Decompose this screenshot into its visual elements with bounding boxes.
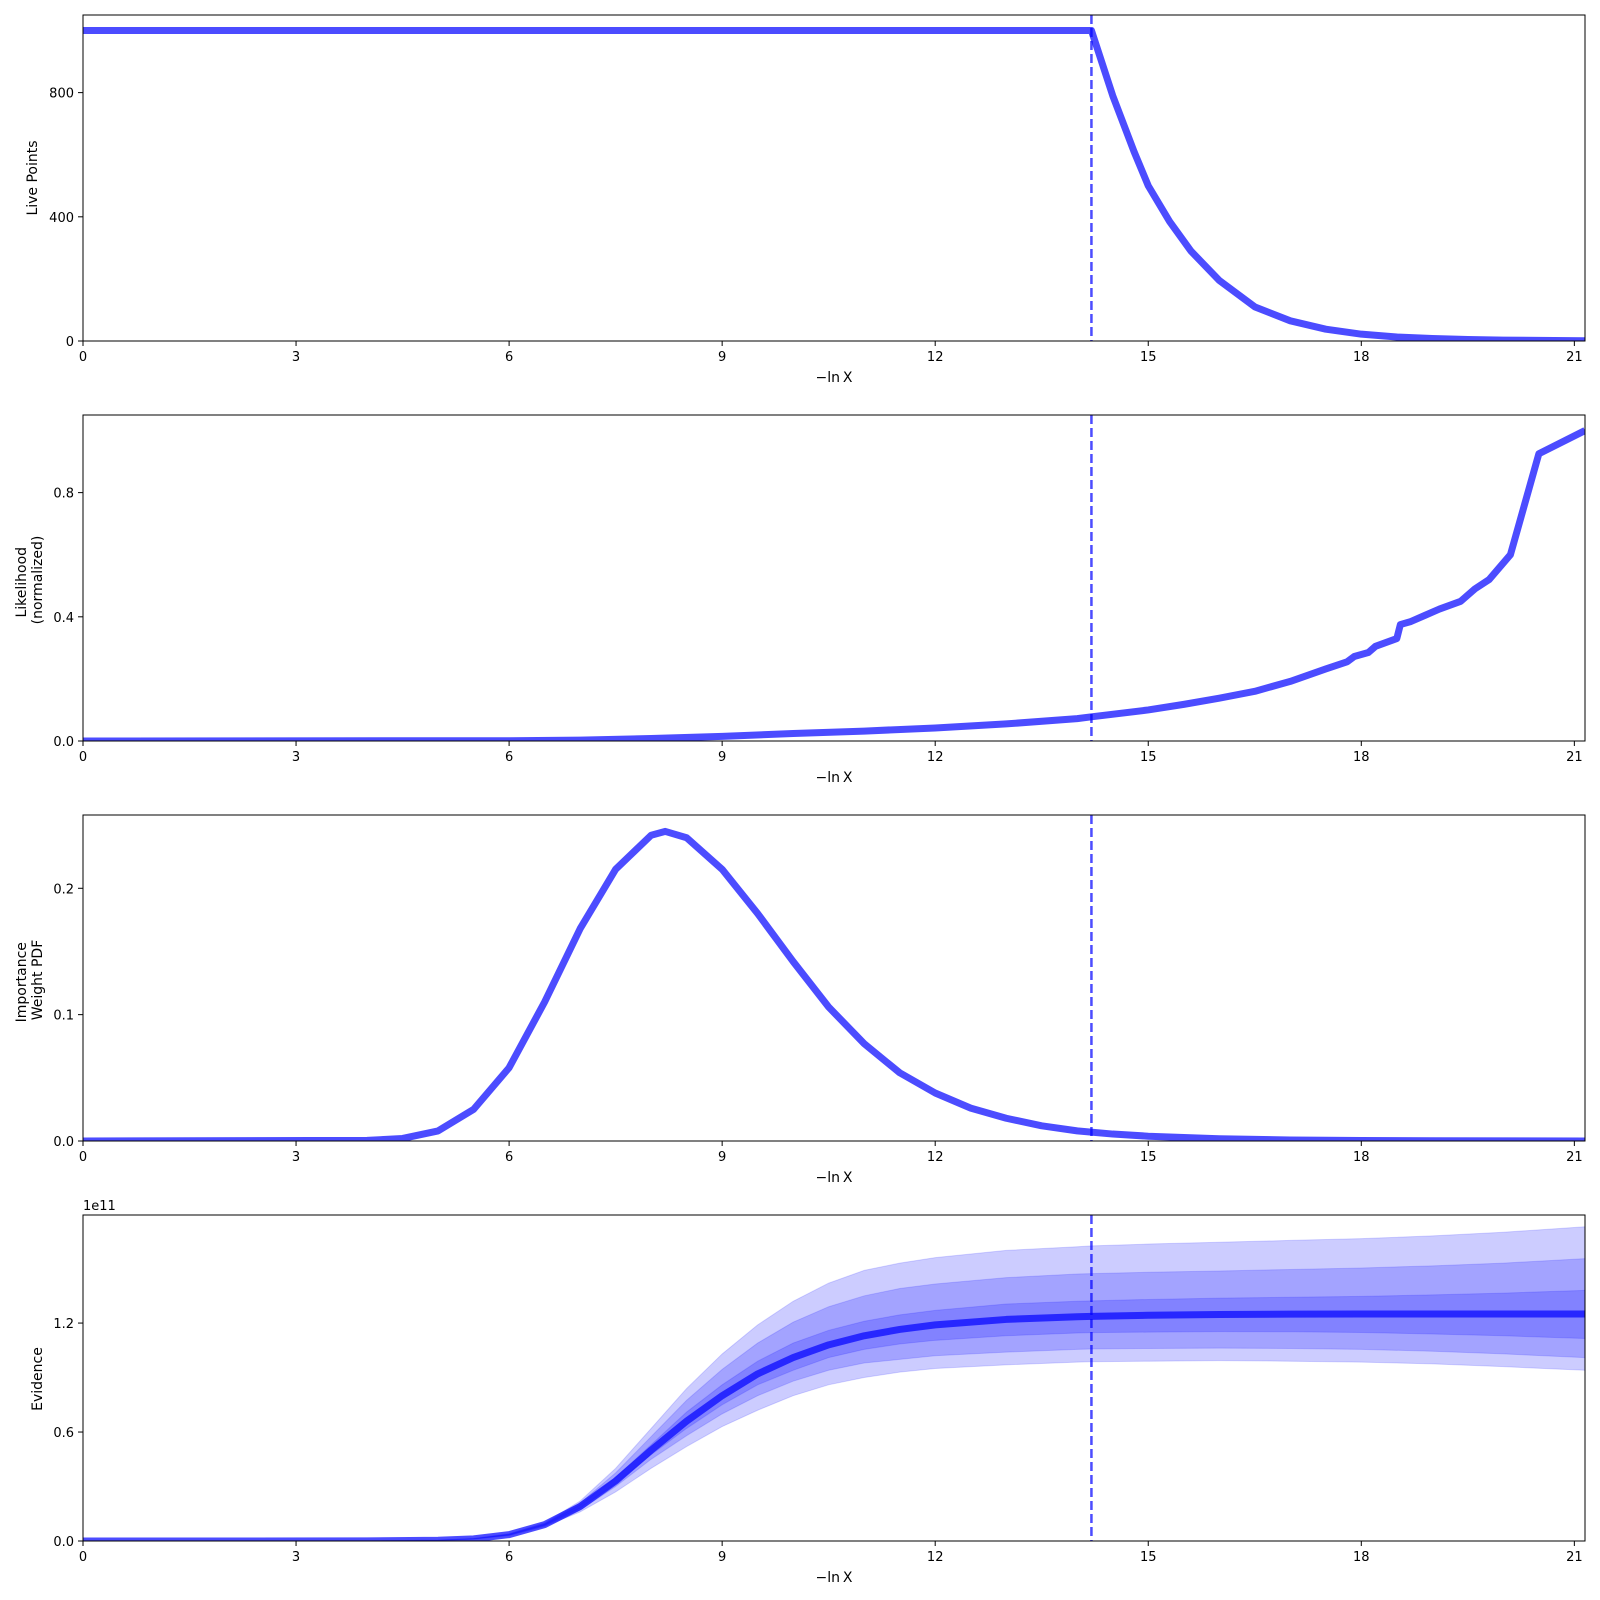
importance-weight-xtick-label: 15: [1140, 1150, 1157, 1165]
evidence-band-3-sigma: [83, 1226, 1585, 1541]
evidence-ytick-label: 0.6: [53, 1426, 74, 1441]
likelihood-xtick-label: 12: [927, 750, 944, 765]
evidence-xtick-label: 9: [718, 1550, 726, 1565]
importance-weight-xtick-label: 3: [292, 1150, 300, 1165]
importance-weight-ylabel: Importance Weight PDF: [14, 938, 46, 1023]
live-points-ytick-label: 0: [66, 335, 74, 350]
live-points-data-layer: [83, 15, 1585, 341]
live-points-xtick-label: 6: [505, 350, 513, 365]
importance-weight-series-line: [83, 827, 1585, 1141]
importance-weight-axes-frame: [82, 814, 1586, 1142]
likelihood-ytick-label: 0.8: [53, 487, 74, 502]
likelihood-xlabel: −ln X: [816, 770, 853, 786]
live-points-xtick-label: 0: [79, 350, 87, 365]
importance-weight-plot-area: 0 3 6 9 12 15 18 21 0.0 0.1 0.2: [53, 814, 1586, 1165]
live-points-xtick-label: 3: [292, 350, 300, 365]
evidence-ylabel: Evidence: [30, 1347, 46, 1411]
evidence-band-2-sigma: [83, 1258, 1585, 1541]
live-points-xlabel: −ln X: [816, 370, 853, 386]
likelihood-data-layer: [83, 415, 1585, 741]
importance-weight-xtick-label: 9: [718, 1150, 726, 1165]
live-points-xtick-label: 12: [927, 350, 944, 365]
likelihood-ylabel: Likelihood (normalized): [14, 536, 46, 625]
evidence-panel: 0 3 6 9 12 15 18 21 0.0 0.6 1.2 1e11 Evidence −ln …: [30, 1199, 1586, 1586]
likelihood-ytick-label: 0.4: [53, 611, 74, 626]
likelihood-series-line: [83, 427, 1585, 741]
live-points-ylabel: Live Points: [25, 140, 41, 215]
evidence-xtick-label: 21: [1566, 1550, 1583, 1565]
evidence-data-layer: [83, 1215, 1585, 1541]
importance-weight-xlabel: −ln X: [816, 1170, 853, 1186]
live-points-xtick-label: 21: [1566, 350, 1583, 365]
importance-weight-ylabel-line-2: Weight PDF: [30, 940, 46, 1021]
live-points-xtick-label: 18: [1353, 350, 1370, 365]
evidence-xtick-label: 15: [1140, 1550, 1157, 1565]
evidence-ytick-label: 1.2: [53, 1317, 74, 1332]
likelihood-xtick-label: 3: [292, 750, 300, 765]
likelihood-panel: 0 3 6 9 12 15 18 21 0.0 0.4 0.8 Likelihood (normal…: [14, 414, 1586, 786]
likelihood-axes-frame: [82, 414, 1586, 742]
importance-weight-ylabel-line-1: Importance: [14, 942, 30, 1022]
likelihood-ytick-label: 0.0: [53, 735, 74, 750]
importance-weight-xtick-label: 0: [79, 1150, 87, 1165]
live-points-xtick-label: 15: [1140, 350, 1157, 365]
likelihood-ylabel-line-1: Likelihood: [14, 547, 30, 618]
evidence-xtick-label: 3: [292, 1550, 300, 1565]
evidence-offset-text: 1e11: [83, 1199, 116, 1214]
importance-weight-ytick-label: 0.0: [53, 1135, 74, 1150]
live-points-ytick-label: 800: [49, 87, 74, 102]
evidence-plot-area: 0 3 6 9 12 15 18 21 0.0 0.6 1.2: [53, 1214, 1586, 1565]
evidence-xtick-label: 18: [1353, 1550, 1370, 1565]
live-points-xtick-label: 9: [718, 350, 726, 365]
live-points-series-line: [83, 27, 1585, 341]
evidence-xtick-label: 0: [79, 1550, 87, 1565]
importance-weight-xtick-label: 21: [1566, 1150, 1583, 1165]
evidence-xtick-label: 12: [927, 1550, 944, 1565]
evidence-ytick-label: 0.0: [53, 1535, 74, 1550]
importance-weight-xtick-label: 18: [1353, 1150, 1370, 1165]
live-points-axes-frame: [82, 14, 1586, 342]
evidence-xlabel: −ln X: [816, 1570, 853, 1586]
evidence-xtick-label: 6: [505, 1550, 513, 1565]
importance-weight-ytick-label: 0.2: [53, 882, 74, 897]
importance-weight-data-layer: [83, 815, 1585, 1141]
likelihood-xtick-label: 15: [1140, 750, 1157, 765]
importance-weight-ytick-label: 0.1: [53, 1009, 74, 1024]
importance-weight-xtick-label: 6: [505, 1150, 513, 1165]
importance-weight-xtick-label: 12: [927, 1150, 944, 1165]
importance-weight-panel: 0 3 6 9 12 15 18 21 0.0 0.1 0.2 Importance Weight …: [14, 814, 1586, 1186]
likelihood-xtick-label: 9: [718, 750, 726, 765]
live-points-panel: 0 3 6 9 12 15 18 21 0 400 800 Live Points −ln X: [25, 14, 1586, 386]
likelihood-plot-area: 0 3 6 9 12 15 18 21 0.0 0.4 0.8: [53, 414, 1586, 765]
live-points-ytick-label: 400: [49, 211, 74, 226]
likelihood-ylabel-line-2: (normalized): [30, 536, 46, 625]
likelihood-xtick-label: 0: [79, 750, 87, 765]
likelihood-xtick-label: 6: [505, 750, 513, 765]
evidence-axes-frame: [82, 1214, 1586, 1542]
likelihood-xtick-label: 18: [1353, 750, 1370, 765]
live-points-plot-area: 0 3 6 9 12 15 18 21 0 400 800: [49, 14, 1586, 365]
likelihood-xtick-label: 21: [1566, 750, 1583, 765]
evidence-median-line: [83, 1310, 1585, 1541]
